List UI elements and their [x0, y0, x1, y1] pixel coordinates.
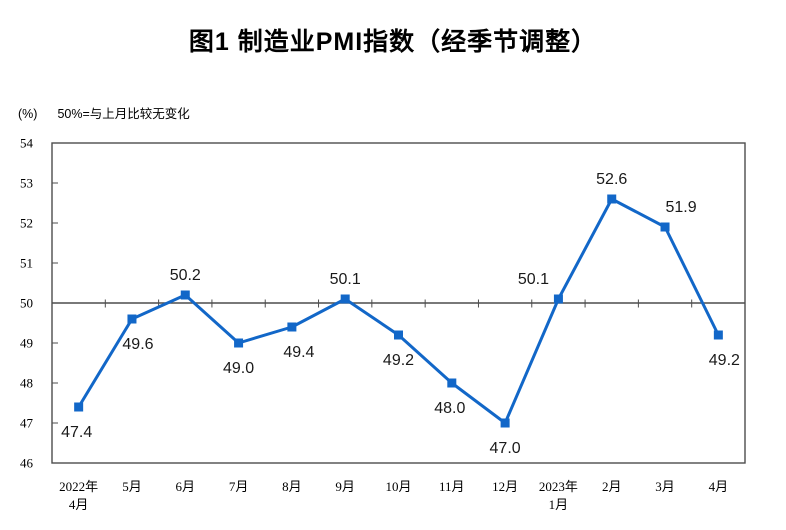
x-axis-label: 2022年 4月: [59, 479, 98, 512]
data-point-marker: [234, 338, 244, 348]
x-axis-label: 11月: [439, 479, 465, 494]
data-point-label: 49.2: [709, 352, 740, 369]
y-axis-label: 54: [20, 136, 34, 151]
x-axis-label: 8月: [282, 479, 302, 494]
data-point-marker: [340, 294, 350, 304]
x-axis-label: 6月: [176, 479, 196, 494]
data-point-marker: [607, 194, 617, 204]
data-point-marker: [74, 402, 84, 412]
data-point-marker: [127, 314, 137, 324]
data-point-marker: [660, 222, 670, 232]
data-point-label: 49.4: [283, 344, 314, 361]
y-axis-label: 53: [20, 176, 33, 191]
chart-subtitle-row: (%) 50%=与上月比较无变化: [18, 103, 190, 122]
data-point-label: 49.0: [223, 360, 254, 377]
data-point-label: 48.0: [434, 400, 465, 417]
data-point-label: 50.1: [518, 271, 549, 288]
reference-note: 50%=与上月比较无变化: [57, 107, 190, 121]
x-axis-label: 9月: [335, 479, 355, 494]
data-point-marker: [713, 330, 723, 340]
y-axis-label: 47: [20, 416, 34, 431]
x-axis-label: 2月: [602, 479, 622, 494]
y-axis-label: 49: [20, 336, 33, 351]
data-point-marker: [287, 322, 297, 332]
y-axis-label: 52: [20, 216, 33, 231]
x-axis-label: 4月: [709, 479, 729, 494]
x-axis-label: 12月: [492, 479, 518, 494]
chart-title: 图1 制造业PMI指数（经季节调整）: [188, 28, 598, 56]
data-point-marker: [394, 330, 403, 340]
data-point-label: 47.4: [61, 424, 92, 441]
x-axis-label: 3月: [655, 479, 675, 494]
data-point-label: 51.9: [665, 199, 696, 216]
data-point-marker: [553, 294, 563, 304]
x-axis-label: 7月: [229, 479, 249, 494]
y-axis-label: 50: [20, 296, 33, 311]
x-axis-label: 2023年 1月: [539, 479, 578, 512]
y-axis-label: 48: [20, 376, 33, 391]
data-point-marker: [447, 378, 457, 388]
data-point-label: 47.0: [490, 440, 521, 457]
data-point-marker: [500, 418, 510, 428]
data-point-label: 49.2: [383, 352, 414, 369]
y-axis-label: 51: [20, 256, 33, 271]
data-point-label: 49.6: [122, 336, 153, 353]
y-axis-label: 46: [20, 456, 34, 471]
pmi-series-line: [77, 197, 720, 425]
x-axis-label: 5月: [122, 479, 142, 494]
data-point-label: 52.6: [596, 171, 627, 188]
data-point-marker: [180, 290, 190, 300]
data-point-label: 50.2: [170, 267, 201, 284]
unit-label: (%): [18, 107, 38, 121]
x-axis-label: 10月: [385, 479, 411, 494]
data-point-label: 50.1: [330, 271, 361, 288]
